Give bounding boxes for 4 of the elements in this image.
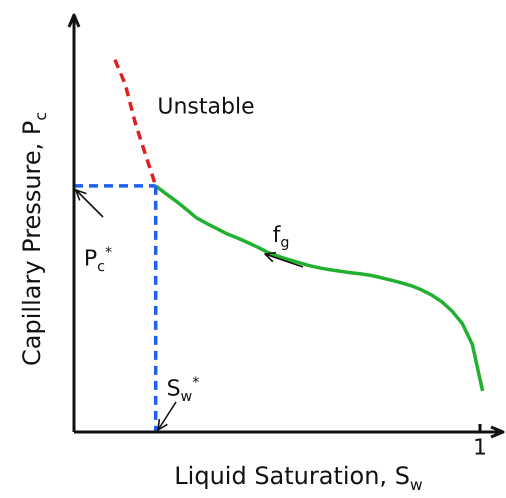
- text: 1: [473, 436, 487, 460]
- annotation: Unstable: [157, 94, 255, 120]
- x-axis-title: Liquid Saturation, S$_{w}$: [174, 462, 423, 494]
- annotation: f$_{g}$: [272, 222, 290, 252]
